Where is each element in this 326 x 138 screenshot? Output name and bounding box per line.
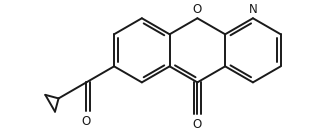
Text: O: O — [193, 3, 202, 16]
Text: N: N — [248, 3, 257, 16]
Text: O: O — [82, 115, 91, 128]
Text: O: O — [193, 118, 202, 131]
